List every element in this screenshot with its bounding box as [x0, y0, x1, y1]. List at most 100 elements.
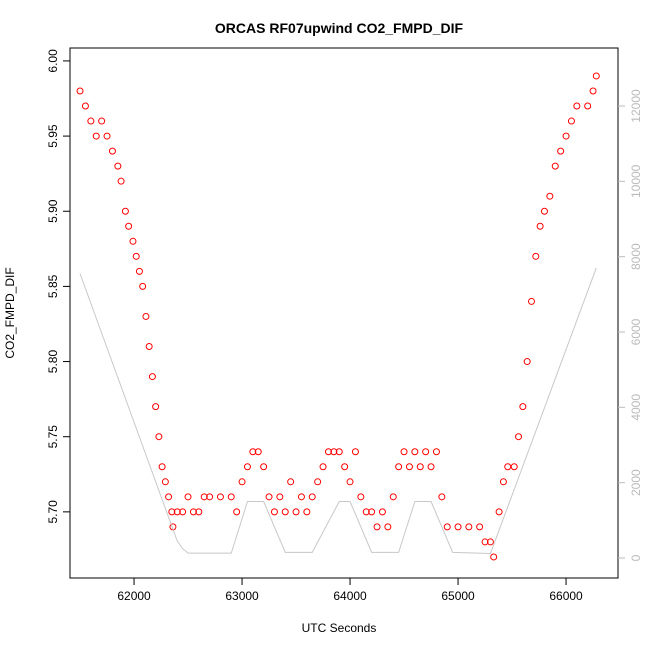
point — [103, 132, 111, 140]
point — [132, 252, 140, 260]
point — [481, 538, 489, 546]
point — [270, 508, 278, 516]
point — [532, 252, 540, 260]
point — [108, 147, 116, 155]
point — [324, 448, 332, 456]
point — [438, 493, 446, 501]
point — [400, 448, 408, 456]
point — [76, 87, 84, 95]
point — [292, 508, 300, 516]
y-tick-label: 5.70 — [46, 500, 60, 524]
line — [79, 267, 597, 554]
point — [148, 373, 156, 381]
point — [490, 553, 498, 561]
point — [135, 267, 143, 275]
point — [195, 508, 203, 516]
point — [121, 207, 129, 215]
point — [465, 523, 473, 531]
point — [173, 508, 181, 516]
point — [254, 448, 262, 456]
point — [168, 508, 176, 516]
point — [145, 343, 153, 351]
point — [346, 478, 354, 486]
point — [362, 508, 370, 516]
point — [536, 222, 544, 230]
x-tick-label: 64000 — [333, 589, 367, 603]
point — [87, 117, 95, 125]
point — [125, 222, 133, 230]
point — [117, 177, 125, 185]
x-tick-label: 65000 — [441, 589, 475, 603]
point — [527, 297, 535, 305]
y-tick-label: 5.90 — [46, 199, 60, 223]
point — [573, 102, 581, 110]
point — [395, 463, 403, 471]
point — [139, 282, 147, 290]
y-tick-label: 5.95 — [46, 124, 60, 148]
point — [243, 463, 251, 471]
point — [233, 508, 241, 516]
point — [165, 493, 173, 501]
point — [330, 448, 338, 456]
point — [98, 117, 106, 125]
point — [92, 132, 100, 140]
point — [281, 508, 289, 516]
point — [551, 162, 559, 170]
point — [357, 493, 365, 501]
point — [378, 508, 386, 516]
point — [216, 493, 224, 501]
point — [287, 478, 295, 486]
y-tick-label: 5.80 — [46, 350, 60, 374]
point — [592, 72, 600, 80]
point — [297, 493, 305, 501]
point — [114, 162, 122, 170]
point — [405, 463, 413, 471]
point — [504, 463, 512, 471]
point — [411, 448, 419, 456]
point — [443, 523, 451, 531]
point — [389, 493, 397, 501]
point — [155, 433, 163, 441]
point — [184, 493, 192, 501]
y2-tick-label: 0 — [629, 554, 643, 561]
y-tick-label: 5.75 — [46, 425, 60, 449]
point — [432, 448, 440, 456]
point — [519, 403, 527, 411]
x-axis-label: UTC Seconds — [302, 621, 377, 635]
point — [584, 102, 592, 110]
point — [142, 312, 150, 320]
point — [303, 508, 311, 516]
point — [454, 523, 462, 531]
point — [422, 448, 430, 456]
point — [265, 493, 273, 501]
point — [540, 207, 548, 215]
point — [341, 463, 349, 471]
point — [486, 538, 494, 546]
plot-frame — [69, 47, 619, 579]
x-tick-label: 66000 — [549, 589, 583, 603]
point — [276, 493, 284, 501]
point — [546, 192, 554, 200]
point — [416, 463, 424, 471]
point — [589, 87, 597, 95]
point — [373, 523, 381, 531]
point — [384, 523, 392, 531]
x-tick-label: 63000 — [225, 589, 259, 603]
y2-tick-label: 6000 — [629, 318, 643, 345]
point — [368, 508, 376, 516]
point — [515, 433, 523, 441]
point — [249, 448, 257, 456]
point — [308, 493, 316, 501]
chart-title: ORCAS RF07upwind CO2_FMPD_DIF — [215, 20, 464, 36]
point — [161, 478, 169, 486]
point — [129, 237, 137, 245]
point — [567, 117, 575, 125]
y2-tick-label: 10000 — [629, 164, 643, 198]
point — [152, 403, 160, 411]
point — [238, 478, 246, 486]
point — [206, 493, 214, 501]
y-tick-label: 6.00 — [46, 49, 60, 73]
point — [499, 478, 507, 486]
point — [495, 508, 503, 516]
